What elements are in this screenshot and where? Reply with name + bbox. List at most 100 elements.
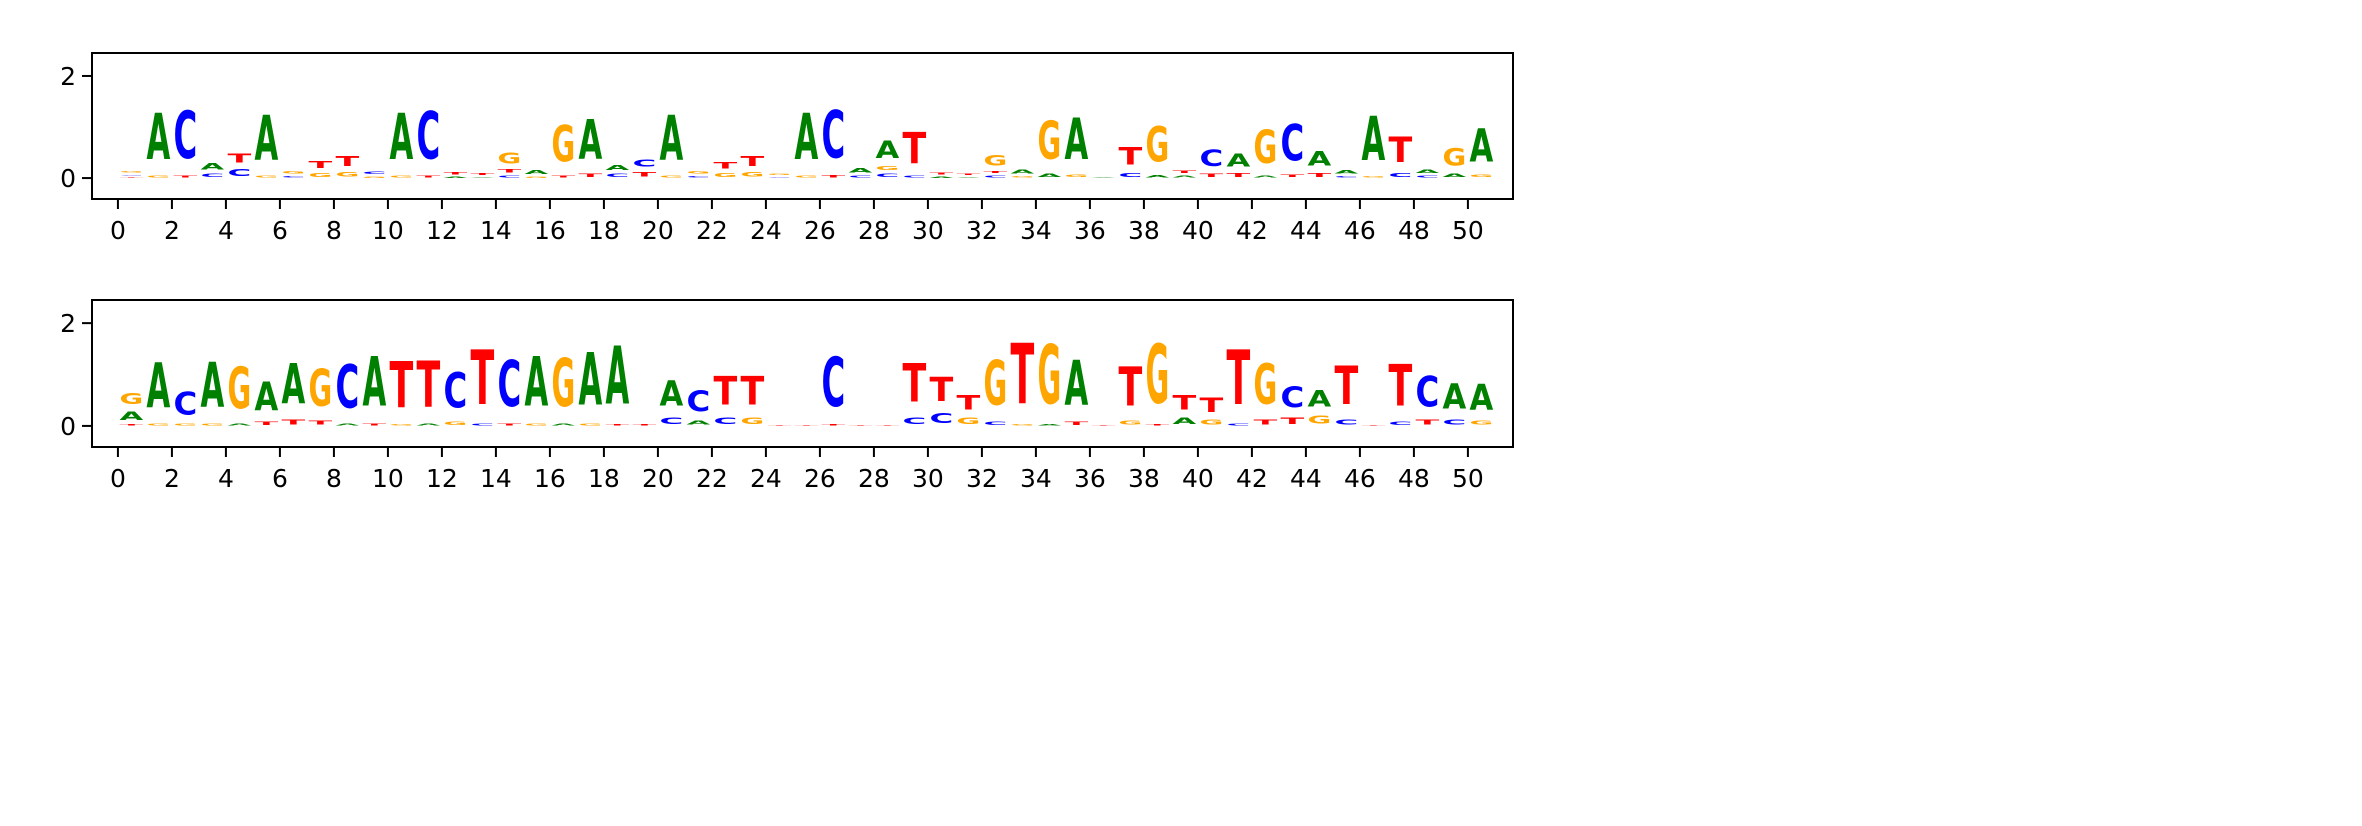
- x-tick-label: 18: [588, 464, 620, 493]
- logo-letter-A: A: [606, 331, 630, 423]
- logo-letter-A: A: [849, 167, 874, 175]
- x-tick-label: 26: [804, 216, 836, 245]
- logo-letter-C: C: [768, 177, 792, 178]
- logo-letter-T: T: [741, 368, 765, 415]
- x-tick-label: 8: [326, 464, 342, 493]
- logo-letter-A: A: [1146, 175, 1170, 179]
- logo-letter-G: G: [525, 177, 549, 179]
- logo-letter-T: T: [795, 425, 819, 426]
- logo-letter-C: C: [498, 347, 522, 421]
- x-tick-label: 36: [1074, 464, 1106, 493]
- logo-letter-G: G: [336, 171, 360, 178]
- logo-letter-T: T: [1308, 172, 1332, 178]
- logo-panel-bottom: TAGGAGCGAAGTATATGACTAGTATGCCTTCGAAGGATAT…: [60, 299, 1514, 493]
- logo-letter-G: G: [741, 416, 765, 426]
- x-tick-label: 14: [480, 216, 512, 245]
- logo-letter-G: G: [1038, 111, 1062, 172]
- logo-letter-C: C: [714, 416, 738, 426]
- x-tick-label: 22: [696, 464, 728, 493]
- logo-letter-C: C: [471, 423, 495, 425]
- logo-letter-A: A: [1335, 170, 1359, 175]
- logo-letter-T: T: [309, 420, 333, 426]
- logo-letter-T: T: [633, 170, 657, 178]
- logo-letter-G: G: [1065, 174, 1089, 178]
- logo-letter-T: T: [471, 335, 495, 422]
- logo-letter-C: C: [849, 176, 873, 178]
- logo-letter-C: C: [363, 171, 387, 175]
- logo-letter-A: A: [1227, 150, 1252, 170]
- logo-letter-G: G: [876, 165, 900, 171]
- logo-letter-G: G: [498, 150, 522, 167]
- x-tick-label: 44: [1290, 216, 1322, 245]
- logo-letter-G: G: [687, 170, 711, 174]
- logo-letter-G: G: [120, 390, 144, 408]
- x-tick-label: 2: [164, 216, 180, 245]
- x-tick-label: 6: [272, 216, 288, 245]
- logo-letter-G: G: [120, 171, 144, 173]
- logo-letter-T: T: [1092, 425, 1116, 426]
- logo-letter-C: C: [1119, 172, 1143, 178]
- logo-letter-G: G: [984, 348, 1008, 420]
- logo-letter-T: T: [417, 348, 441, 422]
- logo-letter-C: C: [1200, 146, 1224, 172]
- logo-letter-G: G: [228, 355, 252, 422]
- logo-letter-T: T: [363, 423, 387, 426]
- logo-letter-T: T: [309, 159, 334, 170]
- logo-letter-G: G: [552, 346, 576, 422]
- x-tick-label: 36: [1074, 216, 1106, 245]
- x-tick-label: 42: [1236, 464, 1268, 493]
- logo-letter-A: A: [1416, 169, 1440, 174]
- logo-letter-G: G: [147, 176, 171, 179]
- logo-letter-G: G: [444, 421, 468, 426]
- x-tick-label: 46: [1344, 216, 1376, 245]
- logo-letter-T: T: [579, 173, 603, 178]
- logo-letter-A: A: [201, 351, 225, 422]
- logo-letter-C: C: [876, 173, 900, 178]
- logo-letter-C: C: [984, 421, 1008, 426]
- logo-letter-C: C: [660, 416, 684, 426]
- logo-letter-C: C: [336, 354, 360, 422]
- logo-letter-C: C: [417, 99, 441, 175]
- logo-letter-T: T: [1011, 326, 1035, 422]
- logo-letter-T: T: [1416, 418, 1440, 426]
- logo-letter-G: G: [579, 423, 603, 426]
- logo-letter-C: C: [1227, 423, 1251, 425]
- logo-letter-G: G: [1443, 144, 1467, 172]
- logo-letter-T: T: [1119, 356, 1143, 419]
- x-tick-label: 26: [804, 464, 836, 493]
- y-tick-label: 2: [60, 309, 76, 338]
- x-tick-label: 22: [696, 216, 728, 245]
- logo-letter-C: C: [1416, 176, 1440, 178]
- logo-letter-A: A: [1011, 169, 1035, 175]
- x-tick-label: 32: [966, 464, 998, 493]
- logo-letter-A: A: [579, 338, 603, 423]
- logo-letter-G: G: [255, 176, 279, 179]
- logo-letter-A: A: [1173, 176, 1197, 179]
- logo-letter-G: G: [660, 176, 684, 179]
- logo-letter-C: C: [1335, 418, 1359, 426]
- logo-letter-A: A: [255, 104, 279, 175]
- x-tick-label: 6: [272, 464, 288, 493]
- logo-letter-A: A: [255, 374, 279, 420]
- logo-letter-T: T: [714, 160, 739, 170]
- logo-letter-T: T: [822, 174, 846, 178]
- logo-letter-C: C: [444, 363, 468, 419]
- logo-letter-A: A: [1038, 424, 1062, 426]
- logo-letter-C: C: [282, 176, 306, 178]
- logo-letter-T: T: [444, 171, 468, 175]
- logo-letter-G: G: [174, 423, 198, 426]
- x-tick-label: 42: [1236, 216, 1268, 245]
- logo-letter-C: C: [1335, 176, 1359, 178]
- x-tick-label: 40: [1182, 464, 1214, 493]
- x-tick-label: 38: [1128, 464, 1160, 493]
- logo-letter-T: T: [120, 424, 144, 426]
- x-tick-label: 48: [1398, 464, 1430, 493]
- logo-letter-A: A: [525, 344, 549, 423]
- x-tick-label: 32: [966, 216, 998, 245]
- x-tick-label: 30: [912, 216, 944, 245]
- logo-letter-A: A: [1308, 387, 1332, 413]
- logo-letter-A: A: [147, 351, 171, 422]
- logo-letter-C: C: [174, 387, 198, 422]
- logo-letter-C: C: [633, 158, 657, 169]
- logo-letter-G: G: [984, 153, 1008, 169]
